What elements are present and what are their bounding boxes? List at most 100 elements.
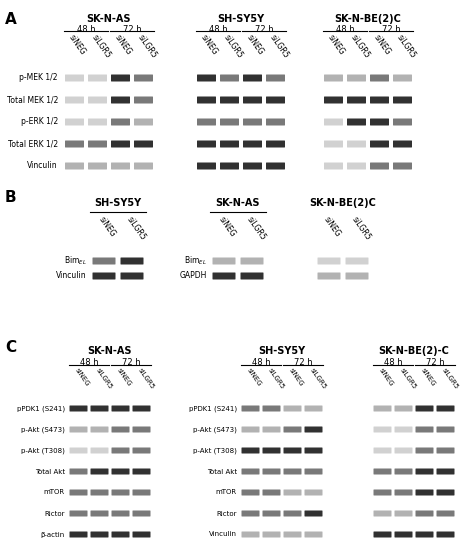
FancyBboxPatch shape xyxy=(324,162,343,169)
FancyBboxPatch shape xyxy=(437,405,455,411)
FancyBboxPatch shape xyxy=(212,272,236,280)
FancyBboxPatch shape xyxy=(374,405,392,411)
Text: siLGR5: siLGR5 xyxy=(266,367,285,390)
Text: siNEG: siNEG xyxy=(326,33,346,57)
FancyBboxPatch shape xyxy=(241,447,259,453)
FancyBboxPatch shape xyxy=(111,531,129,537)
FancyBboxPatch shape xyxy=(241,511,259,517)
FancyBboxPatch shape xyxy=(111,469,129,475)
Text: 72 h: 72 h xyxy=(426,358,444,367)
Text: siNEG: siNEG xyxy=(113,33,134,57)
Text: siLGR5: siLGR5 xyxy=(309,367,327,390)
Text: Vinculin: Vinculin xyxy=(27,161,58,171)
FancyBboxPatch shape xyxy=(220,75,239,82)
FancyBboxPatch shape xyxy=(88,141,107,148)
Text: siNEG: siNEG xyxy=(217,215,237,239)
FancyBboxPatch shape xyxy=(394,427,412,433)
FancyBboxPatch shape xyxy=(393,75,412,82)
FancyBboxPatch shape xyxy=(111,511,129,517)
FancyBboxPatch shape xyxy=(374,489,392,495)
FancyBboxPatch shape xyxy=(91,469,109,475)
Text: siNEG: siNEG xyxy=(378,367,394,387)
FancyBboxPatch shape xyxy=(370,162,389,169)
FancyBboxPatch shape xyxy=(70,489,88,495)
FancyBboxPatch shape xyxy=(283,511,301,517)
Text: siLGR5: siLGR5 xyxy=(268,33,291,60)
FancyBboxPatch shape xyxy=(120,272,144,280)
FancyBboxPatch shape xyxy=(283,531,301,537)
Text: Rictor: Rictor xyxy=(217,511,237,517)
FancyBboxPatch shape xyxy=(88,118,107,125)
Text: siNEG: siNEG xyxy=(288,367,304,387)
FancyBboxPatch shape xyxy=(92,257,116,264)
FancyBboxPatch shape xyxy=(263,469,281,475)
FancyBboxPatch shape xyxy=(394,489,412,495)
FancyBboxPatch shape xyxy=(394,511,412,517)
FancyBboxPatch shape xyxy=(134,118,153,125)
Text: p-Akt (S473): p-Akt (S473) xyxy=(21,426,65,433)
Text: Total Akt: Total Akt xyxy=(207,469,237,475)
FancyBboxPatch shape xyxy=(134,141,153,148)
Text: 72 h: 72 h xyxy=(122,358,140,367)
FancyBboxPatch shape xyxy=(88,162,107,169)
Text: p-MEK 1/2: p-MEK 1/2 xyxy=(19,74,58,82)
Text: mTOR: mTOR xyxy=(216,489,237,495)
FancyBboxPatch shape xyxy=(437,531,455,537)
FancyBboxPatch shape xyxy=(197,141,216,148)
FancyBboxPatch shape xyxy=(111,162,130,169)
Text: siLGR5: siLGR5 xyxy=(95,367,113,390)
FancyBboxPatch shape xyxy=(346,257,368,264)
Text: siNEG: siNEG xyxy=(116,367,132,387)
Text: 72 h: 72 h xyxy=(382,25,401,34)
FancyBboxPatch shape xyxy=(197,162,216,169)
Text: Total MEK 1/2: Total MEK 1/2 xyxy=(7,95,58,105)
FancyBboxPatch shape xyxy=(111,427,129,433)
FancyBboxPatch shape xyxy=(394,531,412,537)
FancyBboxPatch shape xyxy=(437,447,455,453)
FancyBboxPatch shape xyxy=(92,272,116,280)
FancyBboxPatch shape xyxy=(70,469,88,475)
Text: Bim$_{EL}$: Bim$_{EL}$ xyxy=(64,255,87,267)
Text: 72 h: 72 h xyxy=(255,25,273,34)
Text: siLGR5: siLGR5 xyxy=(137,367,155,390)
FancyBboxPatch shape xyxy=(91,531,109,537)
FancyBboxPatch shape xyxy=(133,469,151,475)
Text: siLGR5: siLGR5 xyxy=(222,33,245,60)
FancyBboxPatch shape xyxy=(324,141,343,148)
FancyBboxPatch shape xyxy=(243,162,262,169)
Text: SK-N-BE(2)-C: SK-N-BE(2)-C xyxy=(379,346,449,356)
FancyBboxPatch shape xyxy=(346,272,368,280)
FancyBboxPatch shape xyxy=(241,531,259,537)
FancyBboxPatch shape xyxy=(134,162,153,169)
FancyBboxPatch shape xyxy=(220,96,239,104)
FancyBboxPatch shape xyxy=(241,427,259,433)
Text: SK-N-AS: SK-N-AS xyxy=(216,198,260,208)
FancyBboxPatch shape xyxy=(243,75,262,82)
FancyBboxPatch shape xyxy=(304,469,322,475)
FancyBboxPatch shape xyxy=(263,447,281,453)
FancyBboxPatch shape xyxy=(318,272,340,280)
Text: siLGR5: siLGR5 xyxy=(136,33,159,60)
FancyBboxPatch shape xyxy=(416,531,434,537)
FancyBboxPatch shape xyxy=(263,531,281,537)
FancyBboxPatch shape xyxy=(324,75,343,82)
FancyBboxPatch shape xyxy=(243,118,262,125)
FancyBboxPatch shape xyxy=(393,96,412,104)
Text: SK-N-AS: SK-N-AS xyxy=(87,14,131,24)
Text: SK-N-BE(2)C: SK-N-BE(2)C xyxy=(310,198,376,208)
FancyBboxPatch shape xyxy=(241,469,259,475)
FancyBboxPatch shape xyxy=(240,257,264,264)
FancyBboxPatch shape xyxy=(263,489,281,495)
Text: siLGR5: siLGR5 xyxy=(399,367,417,390)
FancyBboxPatch shape xyxy=(266,162,285,169)
FancyBboxPatch shape xyxy=(65,96,84,104)
FancyBboxPatch shape xyxy=(374,427,392,433)
Text: 72 h: 72 h xyxy=(294,358,312,367)
FancyBboxPatch shape xyxy=(243,141,262,148)
FancyBboxPatch shape xyxy=(283,447,301,453)
Text: pPDK1 (S241): pPDK1 (S241) xyxy=(189,405,237,412)
FancyBboxPatch shape xyxy=(318,257,340,264)
FancyBboxPatch shape xyxy=(65,162,84,169)
Text: Total ERK 1/2: Total ERK 1/2 xyxy=(8,140,58,148)
FancyBboxPatch shape xyxy=(324,118,343,125)
